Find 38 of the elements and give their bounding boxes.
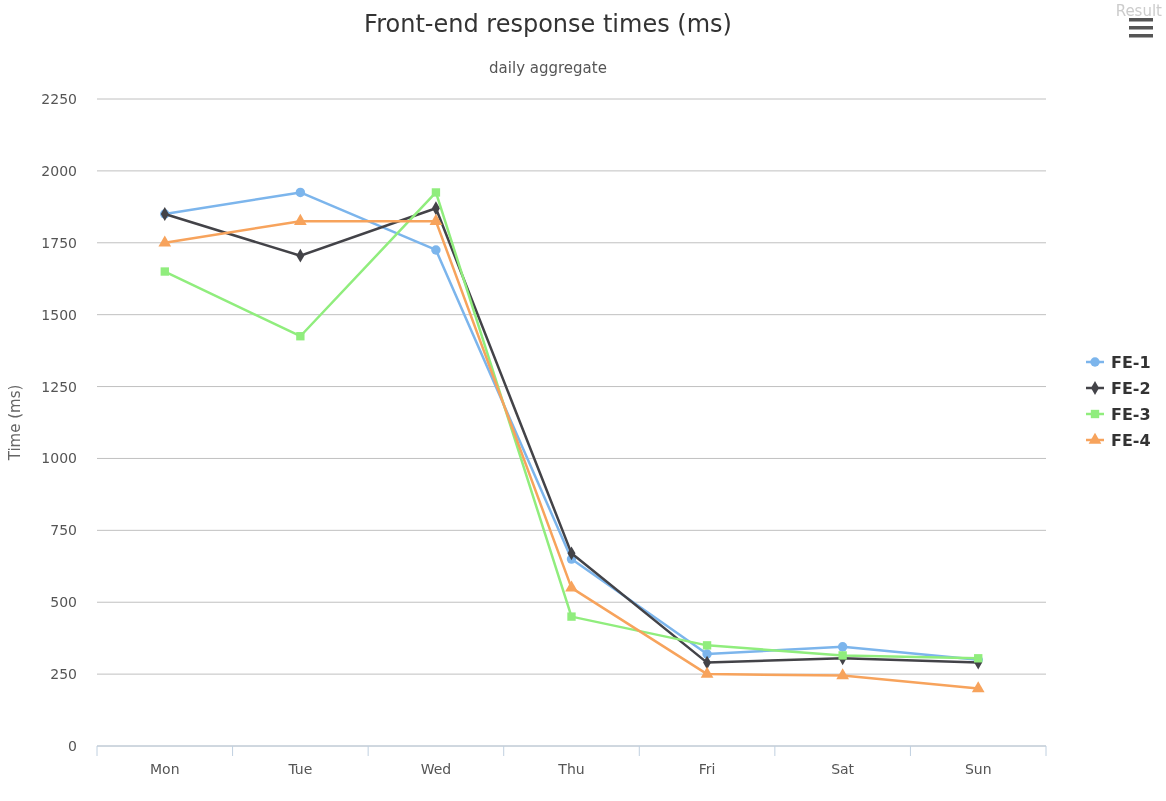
point bbox=[431, 245, 441, 255]
point bbox=[971, 681, 985, 693]
point bbox=[837, 642, 848, 652]
point bbox=[296, 332, 305, 341]
y-tick-label: 500 bbox=[50, 594, 77, 611]
y-tick-label: 1500 bbox=[41, 306, 77, 323]
x-tick-label: Sat bbox=[831, 761, 855, 777]
point bbox=[567, 612, 576, 621]
point bbox=[836, 668, 849, 680]
y-tick-label: 1000 bbox=[41, 450, 77, 467]
y-tick-label: 250 bbox=[50, 666, 77, 683]
y-tick-label: 0 bbox=[68, 738, 77, 754]
point bbox=[160, 267, 169, 276]
x-tick-label: Thu bbox=[557, 761, 585, 777]
y-axis-title: Time (ms) bbox=[6, 384, 24, 462]
legend-label: FE-3 bbox=[1111, 405, 1151, 424]
legend-label: FE-2 bbox=[1111, 379, 1151, 398]
x-tick-label: Tue bbox=[287, 761, 313, 777]
point bbox=[431, 188, 441, 197]
x-tick-label: Sun bbox=[964, 761, 992, 777]
point bbox=[158, 235, 172, 247]
legend-label: FE-1 bbox=[1111, 353, 1151, 372]
y-tick-label: 1250 bbox=[41, 378, 77, 395]
point bbox=[565, 580, 578, 592]
point bbox=[838, 651, 847, 660]
point bbox=[295, 187, 306, 198]
x-tick-label: Wed bbox=[420, 761, 452, 777]
y-tick-label: 1750 bbox=[41, 234, 77, 251]
chart-subtitle: daily aggregate bbox=[489, 59, 607, 77]
x-tick-label: Fri bbox=[698, 761, 716, 777]
y-tick-label: 2000 bbox=[41, 162, 77, 179]
chart-title: Front-end response times (ms) bbox=[364, 10, 732, 38]
point bbox=[702, 641, 712, 650]
legend-label: FE-4 bbox=[1111, 431, 1151, 450]
point bbox=[700, 666, 714, 678]
x-tick-label: Mon bbox=[150, 761, 180, 777]
y-tick-label: 2250 bbox=[41, 91, 77, 107]
y-tick-label: 750 bbox=[50, 522, 77, 539]
